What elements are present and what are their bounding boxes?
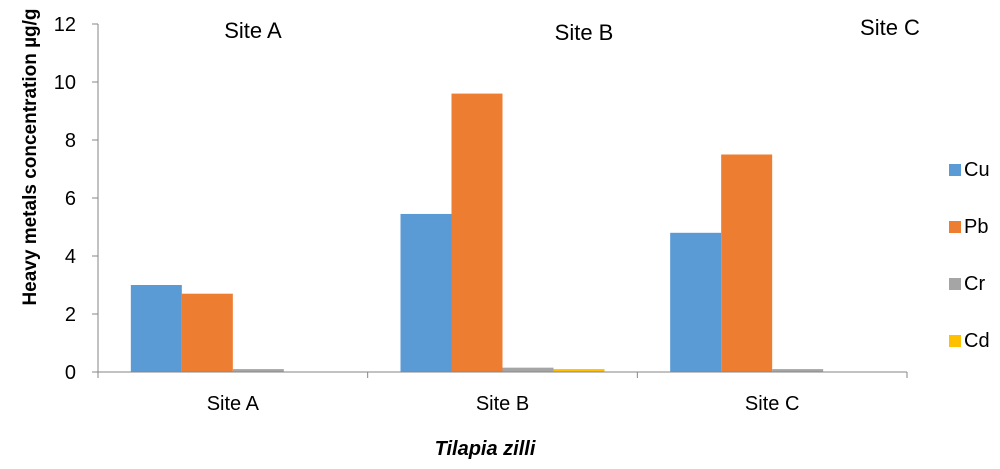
- x-category-label: Site B: [476, 393, 529, 415]
- legend-label-cr: Cr: [964, 273, 985, 295]
- site-annotation: Site C: [860, 15, 920, 40]
- bar-pb-site-c: [721, 154, 773, 372]
- bars-group: [130, 93, 824, 372]
- y-tick-label: 0: [65, 362, 76, 384]
- legend-swatch-cu: [949, 164, 961, 176]
- y-ticks-group: 0 2 4 6 8 10 12: [54, 14, 98, 384]
- legend-swatch-cd: [949, 335, 961, 347]
- bar-pb-site-a: [181, 293, 233, 372]
- y-tick-label: 2: [65, 304, 76, 326]
- x-category-label: Site C: [745, 393, 799, 415]
- y-tick-label: 4: [65, 246, 76, 268]
- y-tick-label: 8: [65, 130, 76, 152]
- x-category-label: Site A: [207, 393, 260, 415]
- y-tick-label: 12: [54, 14, 76, 36]
- legend-label-cd: Cd: [964, 330, 990, 352]
- site-annotation: Site A: [224, 18, 282, 43]
- bar-cu-site-b: [400, 213, 452, 372]
- bar-cr-site-a: [232, 369, 284, 372]
- bar-pb-site-b: [451, 93, 503, 372]
- y-tick-label: 6: [65, 188, 76, 210]
- legend: Cu Pb Cr Cd: [949, 159, 990, 352]
- x-axis-title: Tilapia zilli: [435, 438, 536, 460]
- site-annotation: Site B: [555, 20, 614, 45]
- bar-cr-site-c: [772, 369, 824, 372]
- bar-cu-site-a: [130, 285, 182, 372]
- legend-label-cu: Cu: [964, 159, 990, 181]
- bar-cr-site-b: [502, 367, 554, 372]
- bar-cd-site-b: [553, 369, 605, 372]
- legend-swatch-pb: [949, 221, 961, 233]
- bar-cu-site-c: [670, 232, 722, 372]
- legend-label-pb: Pb: [964, 216, 988, 238]
- y-axis-title: Heavy metals concentration µg/g: [20, 8, 41, 305]
- legend-swatch-cr: [949, 278, 961, 290]
- y-tick-label: 10: [54, 72, 76, 94]
- x-categories-group: Site A Site B Site C: [97, 372, 908, 415]
- site-annotations-group: Site A Site B Site C: [224, 15, 920, 45]
